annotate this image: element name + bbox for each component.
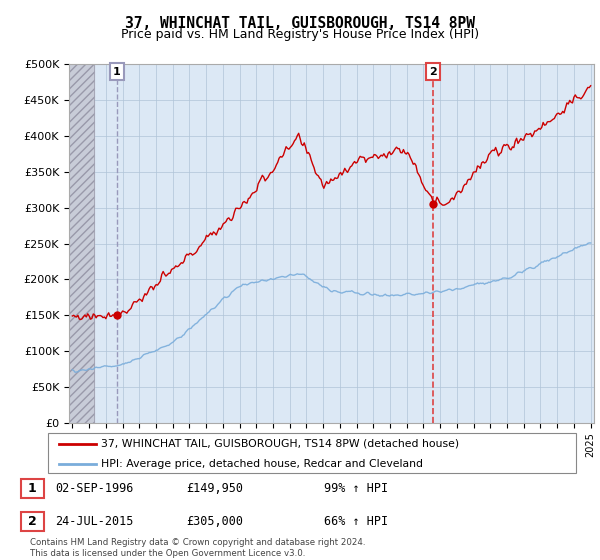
Text: 2: 2 <box>28 515 37 529</box>
Text: £305,000: £305,000 <box>186 515 243 529</box>
Bar <box>64 64 94 423</box>
Text: 02-SEP-1996: 02-SEP-1996 <box>55 482 134 495</box>
Text: 24-JUL-2015: 24-JUL-2015 <box>55 515 134 529</box>
Text: Price paid vs. HM Land Registry's House Price Index (HPI): Price paid vs. HM Land Registry's House … <box>121 28 479 41</box>
Text: £149,950: £149,950 <box>186 482 243 495</box>
Text: 99% ↑ HPI: 99% ↑ HPI <box>324 482 388 495</box>
Text: 37, WHINCHAT TAIL, GUISBOROUGH, TS14 8PW: 37, WHINCHAT TAIL, GUISBOROUGH, TS14 8PW <box>125 16 475 31</box>
Text: HPI: Average price, detached house, Redcar and Cleveland: HPI: Average price, detached house, Redc… <box>101 459 423 469</box>
Text: 1: 1 <box>113 67 121 77</box>
Text: 2: 2 <box>429 67 437 77</box>
Bar <box>64 64 94 423</box>
Text: Contains HM Land Registry data © Crown copyright and database right 2024.
This d: Contains HM Land Registry data © Crown c… <box>30 538 365 558</box>
FancyBboxPatch shape <box>48 433 576 473</box>
Text: 66% ↑ HPI: 66% ↑ HPI <box>324 515 388 529</box>
Text: 1: 1 <box>28 482 37 495</box>
Text: 37, WHINCHAT TAIL, GUISBOROUGH, TS14 8PW (detached house): 37, WHINCHAT TAIL, GUISBOROUGH, TS14 8PW… <box>101 439 459 449</box>
